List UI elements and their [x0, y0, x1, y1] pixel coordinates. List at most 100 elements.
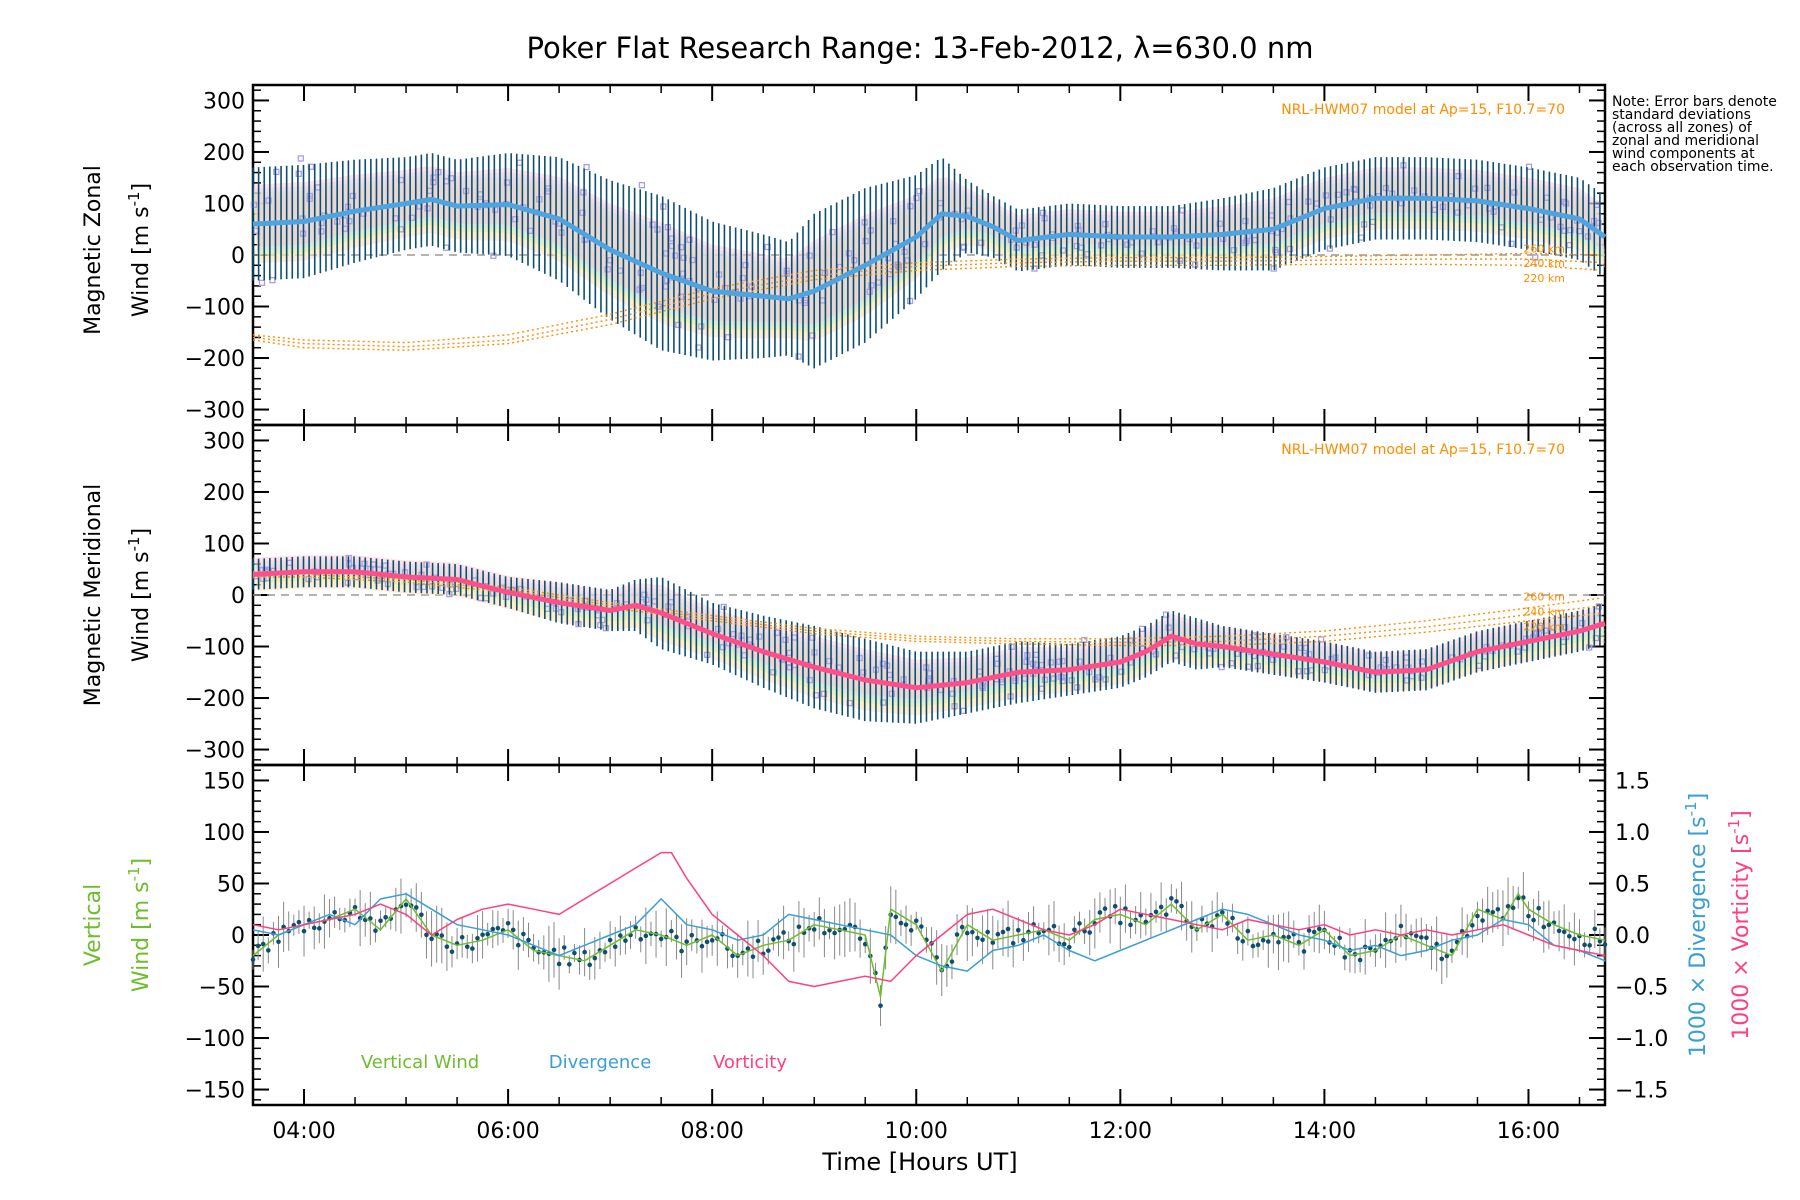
y-tick-label: −100	[185, 296, 245, 321]
vertical-wind-point	[429, 936, 434, 942]
vertical-wind-point	[505, 920, 511, 926]
vertical-wind-point	[1556, 928, 1562, 934]
zone-sample-point	[644, 617, 651, 624]
vertical-wind-point	[1158, 904, 1164, 910]
vertical-wind-point	[618, 933, 623, 938]
vertical-wind-point	[1128, 922, 1133, 928]
zone-sample-point	[888, 690, 896, 697]
zone-sample-point	[512, 216, 519, 223]
vertical-wind-point	[1316, 926, 1322, 932]
zone-spread-band	[253, 559, 1605, 703]
zone-sample-point	[1595, 603, 1602, 610]
series-vertical-wind	[252, 893, 1606, 998]
vertical-wind-point	[1250, 943, 1256, 949]
vertical-wind-point	[1255, 942, 1261, 948]
vertical-wind-point	[817, 916, 822, 921]
vertical-wind-point	[964, 930, 970, 936]
vertical-wind-point	[776, 935, 781, 940]
vertical-wind-point	[623, 938, 628, 943]
vertical-wind-point	[1490, 909, 1496, 915]
zone-spread-band	[253, 182, 1605, 342]
zone-sample-point	[374, 577, 381, 584]
vertical-wind-point	[1230, 915, 1235, 921]
vertical-wind-point	[1495, 906, 1501, 912]
vertical-wind-point	[470, 946, 475, 951]
zone-sample-point	[764, 243, 771, 251]
model-altitude-label: 260 km	[1523, 242, 1565, 255]
vertical-wind-point	[332, 909, 337, 915]
vertical-wind-point	[658, 936, 664, 942]
vertical-wind-point	[781, 930, 786, 935]
zone-sample-point	[770, 669, 777, 676]
zone-sample-point	[1107, 654, 1114, 662]
x-axis-label: Time [Hours UT]	[821, 1148, 1017, 1176]
zone-sample-point	[1533, 630, 1540, 637]
x-tick-label: 12:00	[1089, 1119, 1152, 1144]
vertical-wind-point	[745, 946, 751, 951]
zone-sample-point	[503, 179, 511, 186]
vertical-wind-point	[317, 926, 322, 931]
vertical-wind-point	[970, 929, 975, 935]
zonal-ylabel-line1: Magnetic Zonal	[81, 165, 106, 335]
y2-tick-label: 0.0	[1615, 924, 1650, 949]
zone-sample-point	[739, 274, 746, 282]
vertical-wind-point	[526, 937, 531, 943]
zone-sample-point	[1297, 644, 1305, 652]
y-tick-label: 0	[231, 584, 245, 609]
vertical-wind-point	[1051, 923, 1057, 929]
vertical-wind-point	[1531, 917, 1536, 923]
vertical-wind-point	[1383, 937, 1388, 943]
x-tick-label: 16:00	[1497, 1119, 1560, 1144]
vertical-wind-point	[990, 940, 996, 945]
series-divergence	[252, 893, 1606, 972]
vertical-wind-point	[1572, 936, 1577, 942]
zone-sample-point	[250, 201, 258, 208]
y-tick-label: 300	[203, 89, 245, 114]
zone-sample-point	[675, 321, 682, 329]
vertical-wind-point	[260, 941, 266, 947]
zone-sample-point	[1118, 668, 1125, 675]
vorticity-y2label: 1000 × Vorticity [s-1]	[1725, 810, 1754, 1039]
y-tick-label: −100	[185, 636, 245, 661]
zone-sample-point	[862, 237, 869, 245]
vertical-wind-point	[898, 920, 904, 926]
vertical-wind-point	[638, 937, 644, 942]
y-tick-label: 150	[203, 769, 245, 794]
y2-tick-label: 1.5	[1615, 769, 1650, 794]
error-bar-note: Note: Error bars denote standard deviati…	[1612, 94, 1777, 175]
vertical-wind-point	[1301, 949, 1307, 954]
y-tick-label: 0	[231, 244, 245, 269]
model-altitude-label: 260 km	[1523, 590, 1565, 603]
vertical-wind-point	[475, 935, 480, 941]
zone-sample-point	[671, 252, 679, 259]
vertical-wind-point	[1424, 935, 1429, 941]
model-curve-260km	[253, 571, 1600, 640]
vertical-wind-point	[1072, 927, 1077, 933]
zone-sample-point	[1176, 257, 1184, 264]
vertical-wind-point	[1561, 929, 1567, 935]
vertical-wind-point	[1112, 903, 1118, 909]
legend-item: Vorticity	[713, 1052, 787, 1073]
zone-sample-point	[1592, 634, 1600, 642]
vertical-wind-point	[582, 949, 587, 955]
zonal-wind-panel: 300 200 100 0 −100 −200 −300 260 km 240 km 220 km…	[185, 83, 1607, 427]
vertical-wind-point	[1587, 943, 1592, 948]
vertical-wind-point	[490, 926, 496, 932]
vertical-wind-point	[857, 936, 863, 941]
zone-sample-point	[273, 168, 280, 176]
vertical-wind-point	[413, 905, 419, 910]
zone-sample-point	[1165, 624, 1172, 631]
zone-sample-point	[880, 699, 887, 706]
vertical-wind-point	[439, 933, 445, 938]
vertical-wind-point	[1015, 927, 1021, 933]
zone-spread-band	[253, 174, 1605, 333]
zone-sample-point	[349, 192, 357, 200]
vertical-wind-point	[730, 953, 735, 959]
vertical-wind-point	[1296, 939, 1302, 945]
zone-sample-point	[1579, 620, 1586, 627]
zone-spread-band	[253, 178, 1605, 337]
zone-sample-point	[1286, 245, 1294, 253]
zone-sample-point	[1295, 668, 1302, 675]
zone-sample-point	[1303, 668, 1311, 675]
vertical-wind-point	[750, 954, 756, 960]
